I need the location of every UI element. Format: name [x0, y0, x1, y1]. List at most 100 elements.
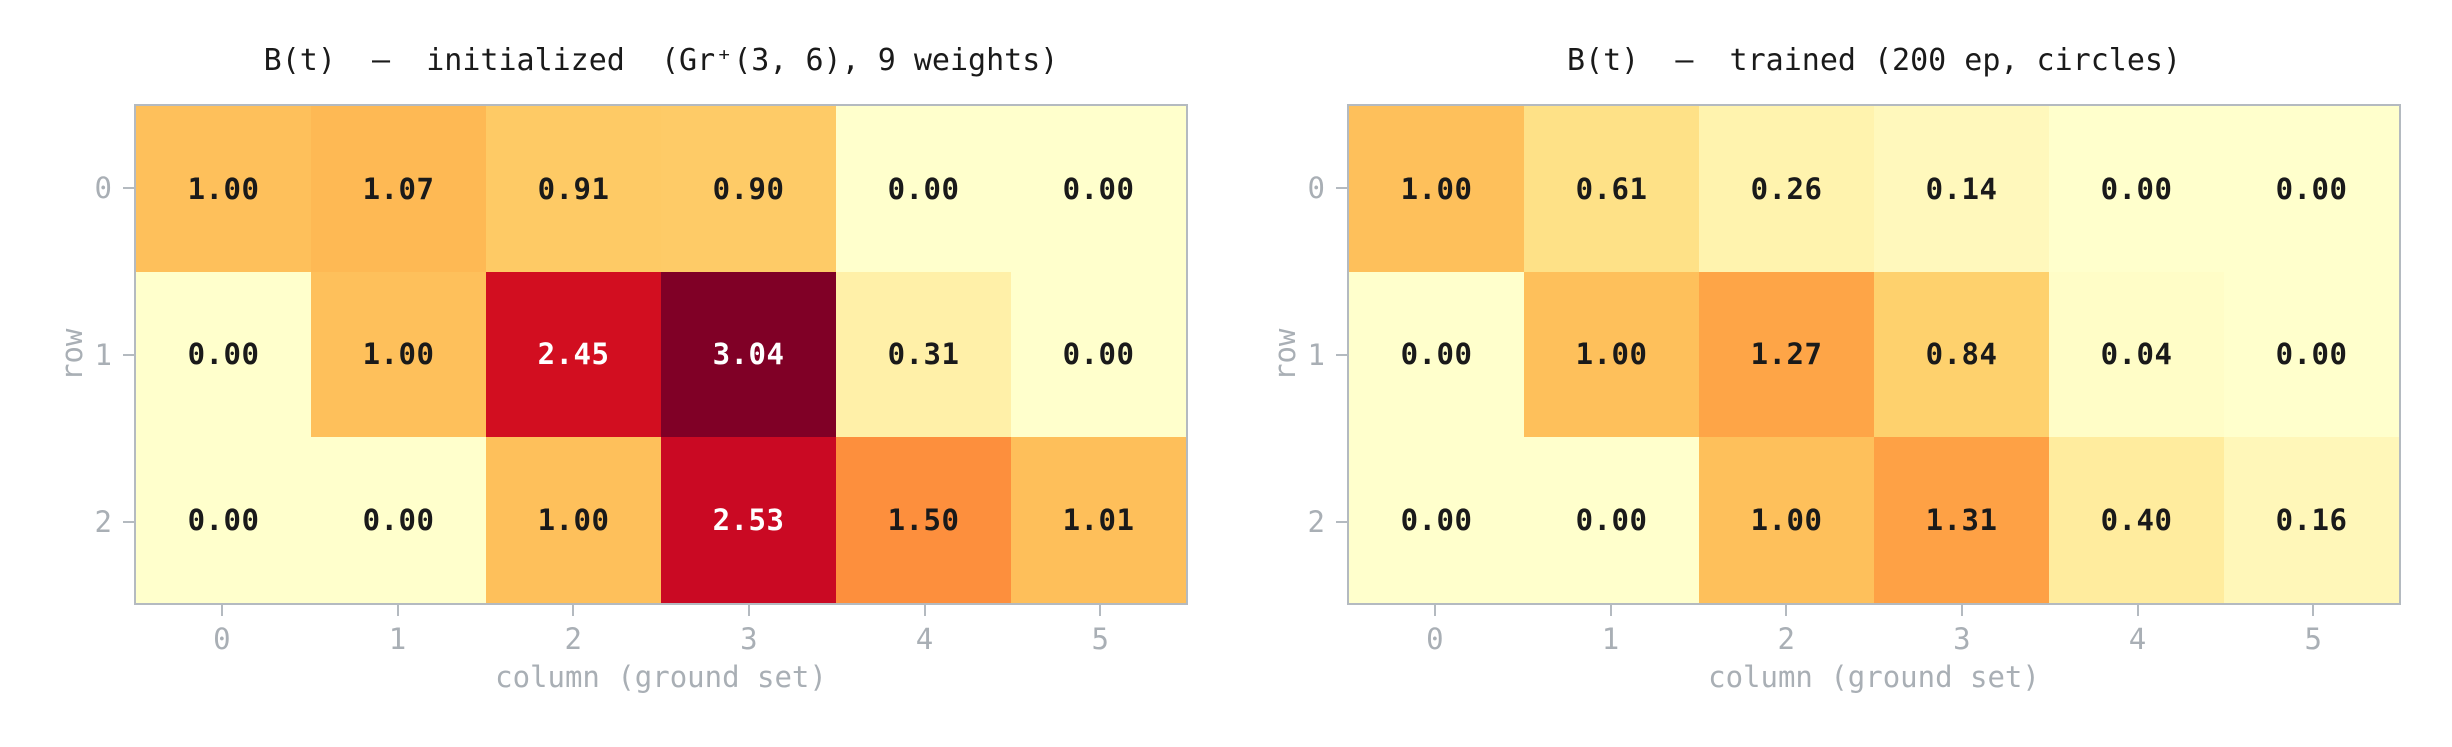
x-tick-label: 5 [1091, 622, 1109, 656]
heatmap-cell: 1.00 [136, 106, 311, 272]
heatmap-cell: 0.31 [836, 271, 1011, 438]
cell-value: 1.07 [362, 171, 435, 206]
heatmap-cell: 0.00 [1011, 106, 1186, 272]
cell-value: 1.31 [1925, 503, 1998, 538]
heatmap-cell: 0.00 [311, 437, 486, 603]
heatmap-cell: 0.00 [136, 271, 311, 438]
heatmap-cell: 1.00 [1699, 437, 1874, 603]
heatmap-cell: 0.00 [1011, 271, 1186, 438]
cell-value: 3.04 [712, 337, 785, 372]
plot-title: B(t) – trained (200 ep, circles) [1566, 43, 2182, 78]
x-tick-labels: 0 1 2 3 4 5 [1347, 622, 2401, 656]
heatmap-cell: 0.00 [1524, 437, 1699, 603]
heatmap-cell: 1.00 [311, 271, 486, 438]
heatmap-cell: 0.26 [1699, 106, 1874, 272]
cell-value: 0.00 [2100, 171, 2173, 206]
cell-value: 0.00 [2275, 171, 2348, 206]
heatmap-cell: 3.04 [661, 271, 836, 438]
heatmap-cell: 0.00 [136, 437, 311, 603]
x-tick-label: 2 [564, 622, 582, 656]
y-tick-marks [122, 104, 134, 605]
heatmap-cell: 0.61 [1524, 106, 1699, 272]
cell-value: 0.91 [537, 171, 610, 206]
cell-value: 0.90 [712, 171, 785, 206]
heatmap-grid: 1.00 1.07 0.91 0.90 0.00 0.00 0.00 1.00 2.45 3.04… [134, 104, 1188, 605]
cell-value: 0.04 [2100, 337, 2173, 372]
y-tick-label: 1 [1307, 337, 1325, 372]
heatmap-cell: 1.00 [1349, 106, 1524, 272]
cell-value: 0.14 [1925, 171, 1998, 206]
heatmap-cell: 0.91 [486, 106, 661, 272]
heatmap-cell: 0.90 [661, 106, 836, 272]
x-axis-label: column (ground set) [495, 660, 827, 694]
cell-value: 1.00 [362, 337, 435, 372]
x-tick-label: 3 [1953, 622, 1971, 656]
cell-value: 0.00 [1062, 171, 1135, 206]
tick-mark [1609, 605, 1612, 616]
y-tick-marks [1335, 104, 1347, 605]
heatmap-cell: 0.00 [2049, 106, 2224, 272]
cell-value: 0.00 [362, 503, 435, 538]
tick-mark [1336, 520, 1347, 523]
tick-mark [572, 605, 575, 616]
tick-mark [1960, 605, 1963, 616]
tick-mark [2136, 605, 2139, 616]
heatmap-cell: 0.00 [836, 106, 1011, 272]
y-tick-label: 1 [94, 337, 112, 372]
cell-value: 0.00 [187, 503, 260, 538]
heatmap-cell: 0.04 [2049, 271, 2224, 438]
cell-value: 0.16 [2275, 503, 2348, 538]
y-tick-label: 2 [94, 504, 112, 539]
cell-value: 2.53 [712, 503, 785, 538]
x-tick-marks [1347, 605, 2401, 618]
y-tick-labels: 0 1 2 [1265, 104, 1325, 605]
heatmap-cell: 0.16 [2224, 437, 2399, 603]
x-tick-labels: 0 1 2 3 4 5 [134, 622, 1188, 656]
tick-mark [123, 353, 134, 356]
y-tick-label: 0 [94, 170, 112, 205]
heatmap-cell: 0.40 [2049, 437, 2224, 603]
tick-mark [1785, 605, 1788, 616]
x-tick-label: 5 [2304, 622, 2322, 656]
heatmap-cell: 1.31 [1874, 437, 2049, 603]
tick-mark [1336, 353, 1347, 356]
heatmap-cell: 0.14 [1874, 106, 2049, 272]
x-tick-marks [134, 605, 1188, 618]
tick-mark [1336, 186, 1347, 189]
tick-mark [396, 605, 399, 616]
tick-mark [123, 186, 134, 189]
cell-value: 1.00 [1575, 337, 1648, 372]
heatmap-cell: 2.53 [661, 437, 836, 603]
cell-value: 1.01 [1062, 503, 1135, 538]
heatmap-cell: 1.00 [1524, 271, 1699, 438]
heatmap-cell: 0.00 [1349, 271, 1524, 438]
cell-value: 0.40 [2100, 503, 2173, 538]
cell-value: 1.27 [1750, 337, 1823, 372]
heatmap-cell: 1.07 [311, 106, 486, 272]
y-tick-label: 0 [1307, 170, 1325, 205]
cell-value: 0.26 [1750, 171, 1823, 206]
y-tick-labels: 0 1 2 [52, 104, 112, 605]
x-tick-label: 3 [740, 622, 758, 656]
cell-value: 1.00 [1400, 171, 1473, 206]
tick-mark [123, 520, 134, 523]
cell-value: 0.00 [1400, 503, 1473, 538]
cell-value: 1.00 [537, 503, 610, 538]
cell-value: 0.00 [1400, 337, 1473, 372]
x-axis-label: column (ground set) [1708, 660, 2040, 694]
x-tick-label: 1 [388, 622, 407, 656]
y-tick-label: 2 [1307, 504, 1325, 539]
tick-mark [923, 605, 926, 616]
tick-mark [1433, 605, 1436, 616]
heatmap-cell: 1.27 [1699, 271, 1874, 438]
cell-value: 1.00 [187, 171, 260, 206]
cell-value: 0.00 [1575, 503, 1648, 538]
cell-value: 0.31 [887, 337, 960, 372]
tick-mark [220, 605, 223, 616]
heatmap-cell: 0.00 [2224, 106, 2399, 272]
cell-value: 1.50 [887, 503, 960, 538]
heatmap-cell: 1.01 [1011, 437, 1186, 603]
x-tick-label: 0 [1426, 622, 1444, 656]
heatmap-cell: 1.50 [836, 437, 1011, 603]
